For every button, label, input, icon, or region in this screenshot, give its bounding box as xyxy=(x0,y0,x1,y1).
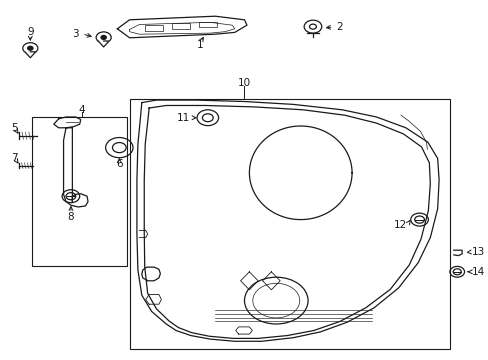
Text: 14: 14 xyxy=(471,267,484,277)
Bar xyxy=(32,117,127,266)
Text: 2: 2 xyxy=(336,22,343,32)
Text: 7: 7 xyxy=(11,153,18,163)
Bar xyxy=(172,23,189,29)
Text: 4: 4 xyxy=(79,105,85,115)
Circle shape xyxy=(101,35,106,40)
Bar xyxy=(129,99,449,349)
Text: 9: 9 xyxy=(27,27,34,37)
Text: 10: 10 xyxy=(238,78,250,88)
Text: 1: 1 xyxy=(197,40,203,50)
Polygon shape xyxy=(25,52,36,58)
Text: 12: 12 xyxy=(392,220,406,230)
Bar xyxy=(145,25,163,31)
Text: 5: 5 xyxy=(11,123,18,133)
Text: 13: 13 xyxy=(471,247,484,257)
Circle shape xyxy=(27,46,33,50)
Text: 8: 8 xyxy=(67,212,74,222)
Polygon shape xyxy=(98,41,109,47)
Text: 3: 3 xyxy=(72,29,79,39)
Text: 6: 6 xyxy=(116,159,122,169)
Text: 11: 11 xyxy=(177,113,190,123)
Bar xyxy=(199,22,216,27)
